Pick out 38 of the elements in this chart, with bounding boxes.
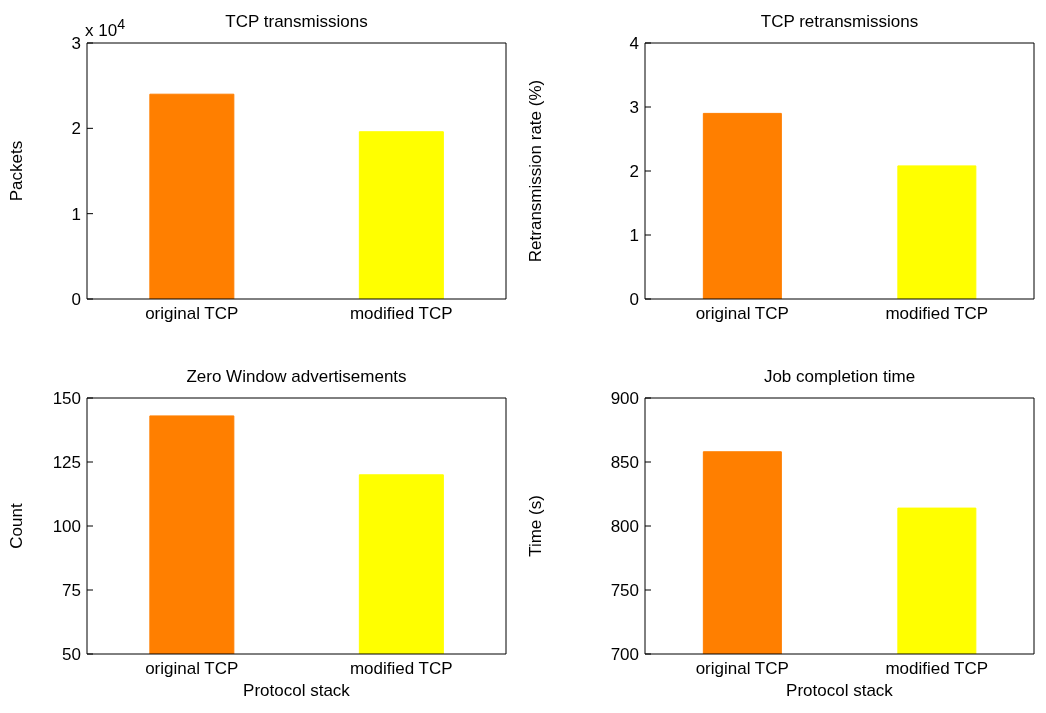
y-tick-label: 75 [62, 581, 81, 601]
y-axis-title: Count [7, 503, 27, 549]
y-tick-label: 150 [52, 389, 81, 409]
x-tick-label: modified TCP [349, 304, 453, 324]
y-axis-title: Retransmission rate (%) [526, 79, 546, 263]
y-tick-label: 0 [71, 290, 81, 310]
x-tick-label: original TCP [695, 659, 789, 679]
y-tick-label: 100 [52, 517, 81, 537]
y-axis-title: Time (s) [526, 495, 546, 557]
y-tick-label: 2 [629, 162, 639, 182]
y-tick-label: 900 [610, 389, 639, 409]
text: x 10$^{4}$ [85, 16, 126, 41]
y-axis-title: Packets [7, 140, 27, 202]
y-tick-label: 0 [629, 290, 639, 310]
chart-title: TCP transmissions [225, 12, 368, 31]
y-tick-label: 4 [629, 34, 639, 54]
x-tick-label: original TCP [145, 304, 239, 324]
y-tick-label: 850 [610, 453, 639, 473]
chart-title: TCP retransmissions [759, 12, 920, 32]
x-axis-title: Protocol stack [242, 681, 351, 701]
y-tick-label: 2 [71, 119, 81, 139]
x-tick-label: modified TCP [885, 659, 989, 679]
chart-title: Job completion time [762, 367, 917, 387]
x-tick-label: original TCP [145, 659, 239, 679]
y-tick-label: 1 [71, 204, 81, 224]
x-tick-label: modified TCP [349, 659, 453, 679]
y-tick-label: 3 [629, 98, 639, 118]
x-tick-label: original TCP [695, 304, 789, 324]
x-axis-title: Protocol stack [785, 681, 894, 701]
y-tick-label: 1 [629, 226, 639, 246]
y-tick-label: 125 [52, 453, 81, 473]
y-tick-label: 3 [71, 34, 81, 54]
y-tick-label: 50 [62, 645, 81, 665]
x-tick-label: modified TCP [885, 304, 989, 324]
y-tick-label: 750 [610, 581, 639, 601]
y-tick-label: 800 [610, 517, 639, 537]
y-tick-label: 700 [610, 645, 639, 665]
chart-title: Zero Window advertisements [185, 367, 408, 387]
